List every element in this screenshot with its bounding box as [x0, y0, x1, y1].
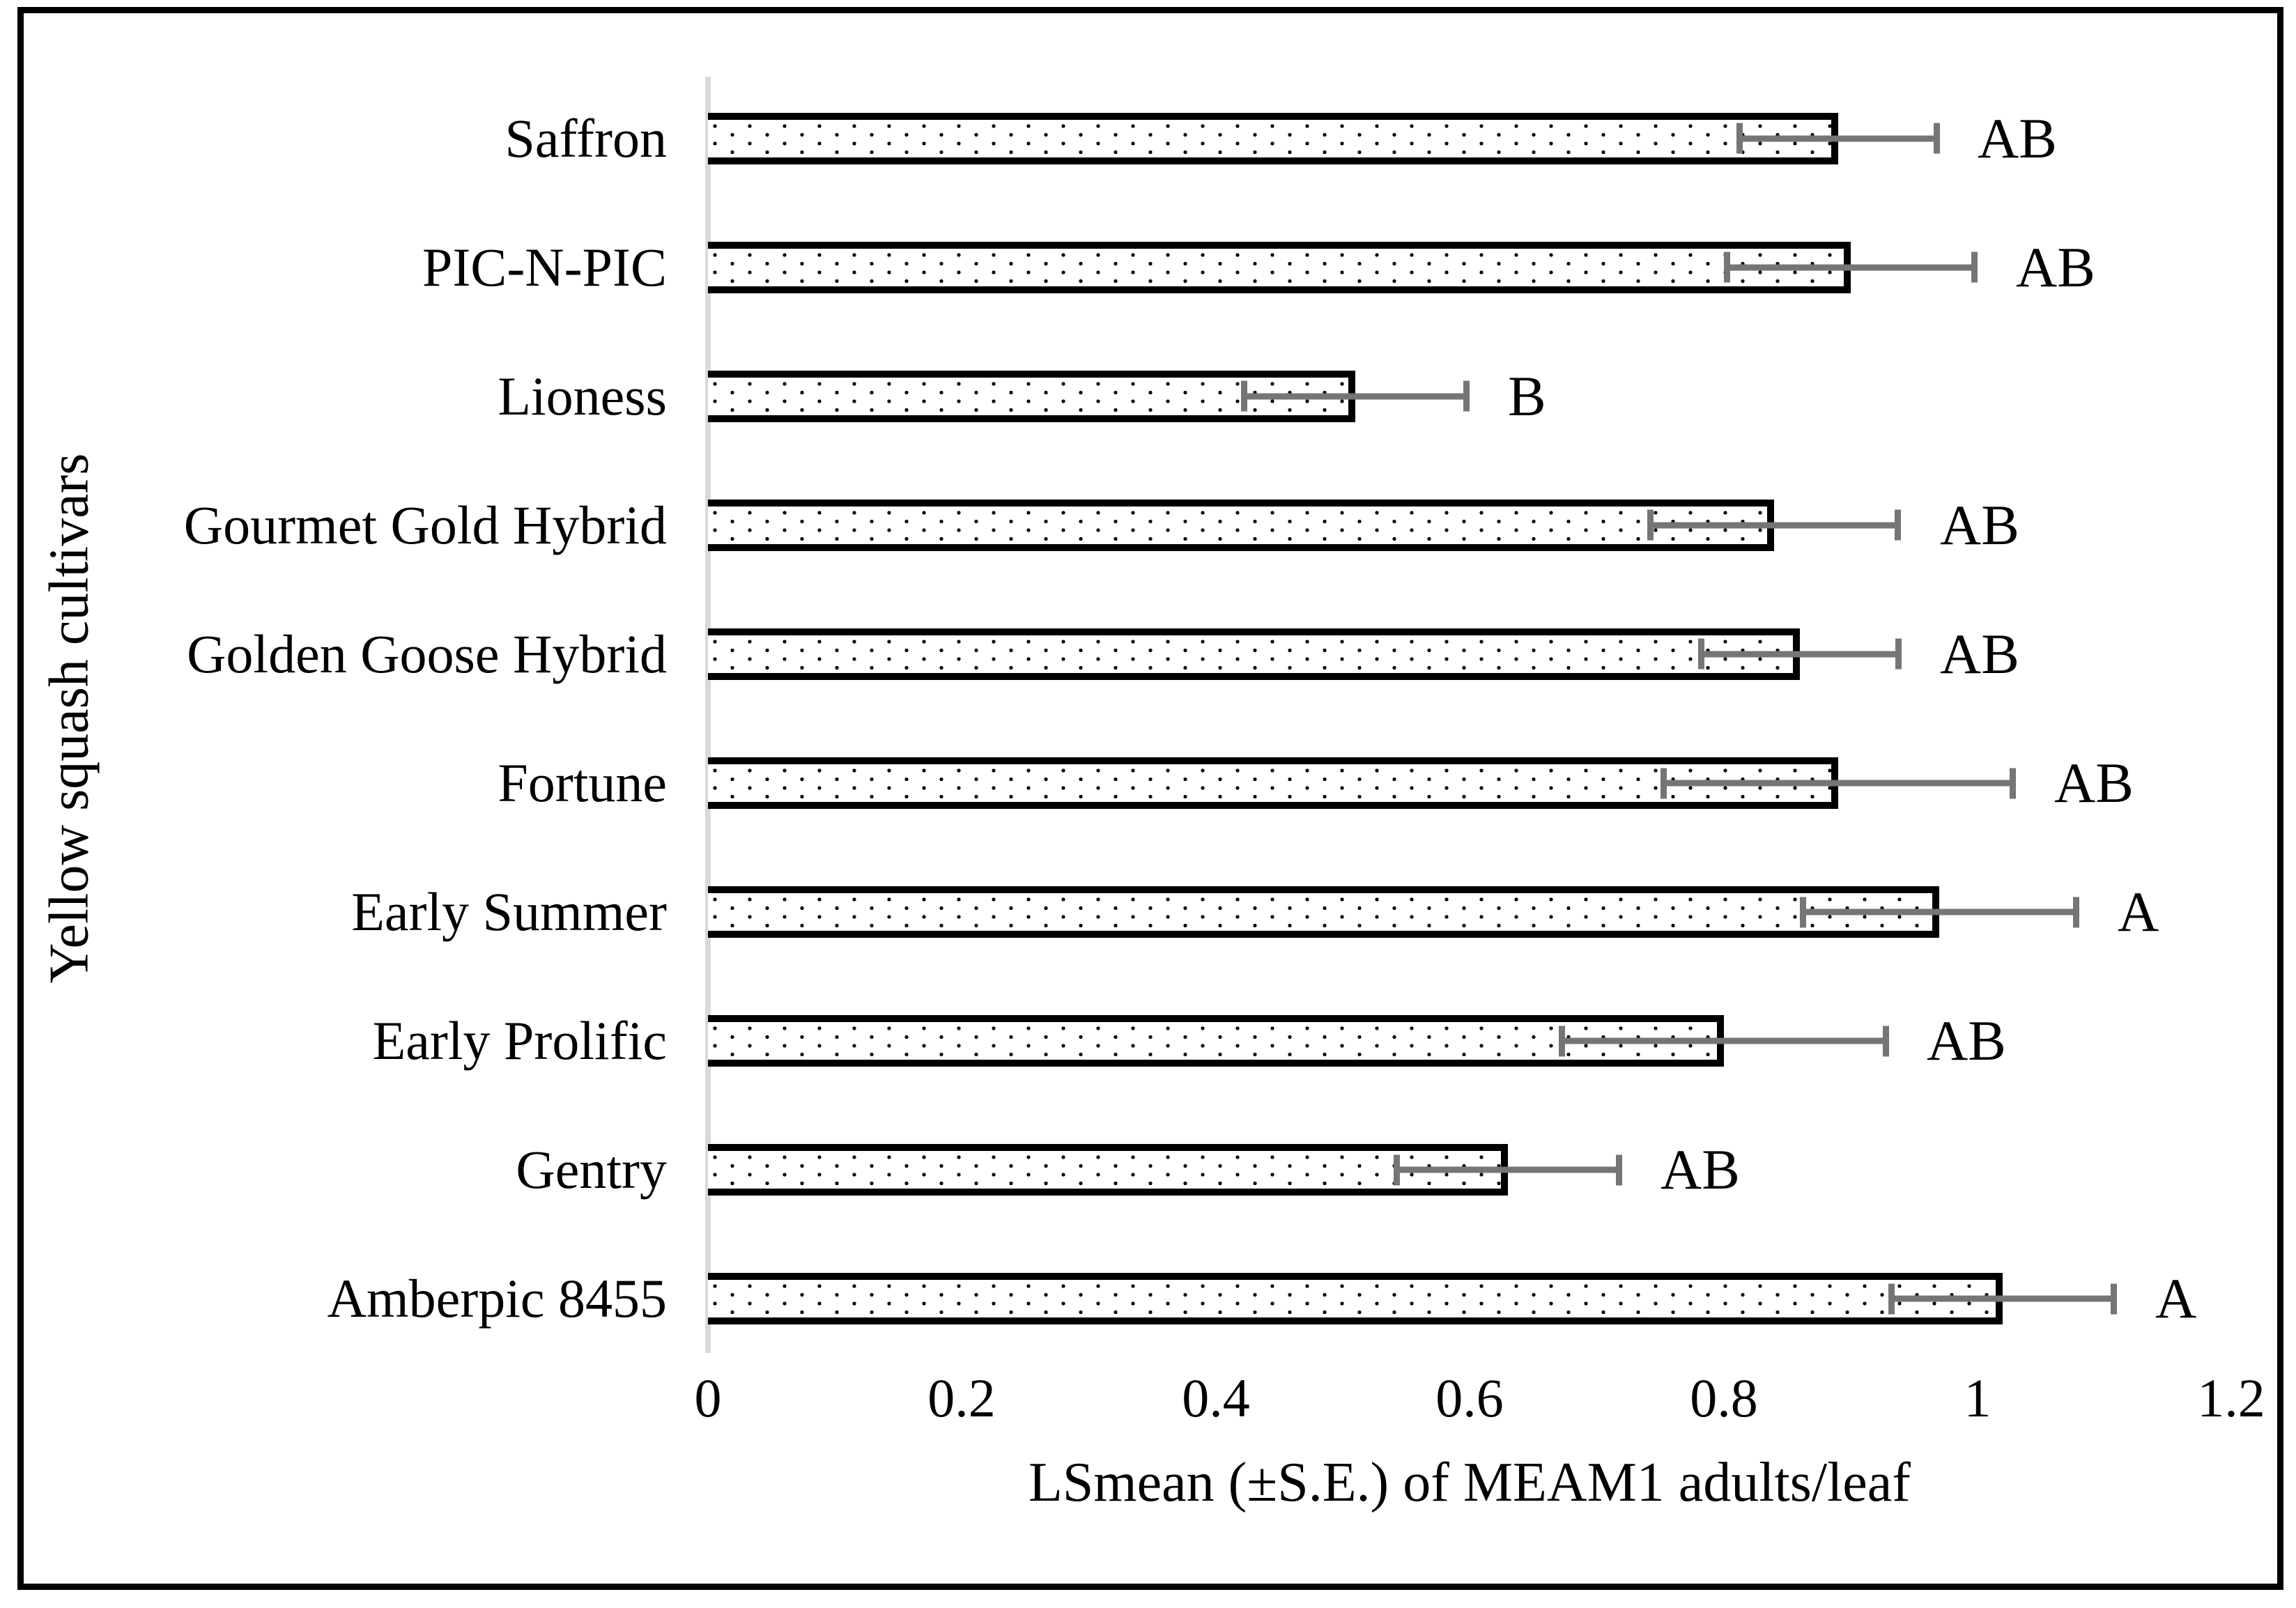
significance-letter: AB	[2054, 751, 2134, 815]
bar-early-prolific	[708, 1015, 1724, 1067]
category-label: Gourmet Gold Hybrid	[183, 494, 667, 555]
chart-row: Early Summer A	[0, 848, 2296, 977]
significance-letter: AB	[1940, 621, 2019, 686]
error-bar	[1661, 780, 2016, 787]
chart-row: Fortune AB	[0, 718, 2296, 847]
significance-letter: AB	[1661, 1138, 1740, 1202]
significance-letter: AB	[1978, 106, 2057, 170]
x-axis-tick-labels: 0 0.2 0.4 0.6 0.8 1 1.2	[0, 1367, 2296, 1444]
chart-row: Early Prolific AB	[0, 977, 2296, 1106]
category-label: Early Summer	[351, 881, 667, 943]
error-bar	[1698, 651, 1902, 658]
bar-gentry	[708, 1144, 1508, 1196]
x-tick-label: 0.8	[1690, 1368, 1758, 1428]
bar-saffron	[708, 112, 1838, 164]
significance-letter: AB	[1927, 1009, 2006, 1073]
significance-letter: AB	[1940, 493, 2019, 557]
bar-amberpic-8455	[708, 1273, 2003, 1325]
bar-golden-goose-hybrid	[708, 628, 1800, 680]
bar-fortune	[708, 757, 1838, 810]
error-bar	[1888, 1295, 2117, 1302]
category-label: Early Prolific	[372, 1010, 667, 1072]
figure-border-frame	[17, 7, 2283, 1590]
error-bar	[1559, 1037, 1889, 1044]
x-tick-label: 0	[694, 1368, 722, 1428]
category-label: Amberpic 8455	[327, 1268, 667, 1329]
chart-row: Gentry AB	[0, 1106, 2296, 1235]
x-tick-label: 0.2	[927, 1368, 996, 1428]
bar-gourmet-gold-hybrid	[708, 499, 1774, 551]
significance-letter: AB	[2016, 235, 2095, 299]
error-bar	[1241, 393, 1470, 400]
category-label: Gentry	[516, 1139, 667, 1200]
error-bar	[1724, 264, 1978, 271]
chart-row: PIC-N-PIC AB	[0, 203, 2296, 332]
category-label: PIC-N-PIC	[422, 236, 667, 297]
chart-row: Amberpic 8455 A	[0, 1235, 2296, 1363]
significance-letter: A	[2118, 880, 2159, 944]
x-axis-title: LSmean (±S.E.) of MEAM1 adults/leaf	[1028, 1452, 1911, 1513]
bar-pic-n-pic	[708, 241, 1851, 293]
error-bar	[1736, 135, 1940, 142]
significance-letter: B	[1508, 364, 1546, 428]
chart-row: Gourmet Gold Hybrid AB	[0, 461, 2296, 589]
category-label: Golden Goose Hybrid	[187, 623, 667, 684]
error-bar	[1394, 1166, 1622, 1173]
category-label: Fortune	[498, 752, 667, 814]
chart-row: Lioness B	[0, 332, 2296, 461]
category-label: Lioness	[498, 365, 667, 426]
x-tick-label: 1	[1964, 1368, 1991, 1428]
significance-letter: A	[2155, 1267, 2197, 1331]
x-tick-label: 0.6	[1435, 1368, 1504, 1428]
error-bar	[1800, 909, 2079, 915]
chart-row: Saffron AB	[0, 74, 2296, 203]
y-axis-baseline	[705, 77, 711, 1353]
bar-early-summer	[708, 886, 1939, 938]
x-tick-label: 1.2	[2197, 1368, 2265, 1428]
y-axis-title: Yellow squash cultivars	[38, 453, 100, 984]
category-label: Saffron	[504, 107, 667, 169]
bar-rows-container: Saffron AB PIC-N-PIC AB Lioness B Gourmet Gold…	[0, 74, 2296, 1363]
x-tick-label: 0.4	[1182, 1368, 1250, 1428]
chart-row: Golden Goose Hybrid AB	[0, 589, 2296, 718]
error-bar	[1647, 522, 1901, 529]
